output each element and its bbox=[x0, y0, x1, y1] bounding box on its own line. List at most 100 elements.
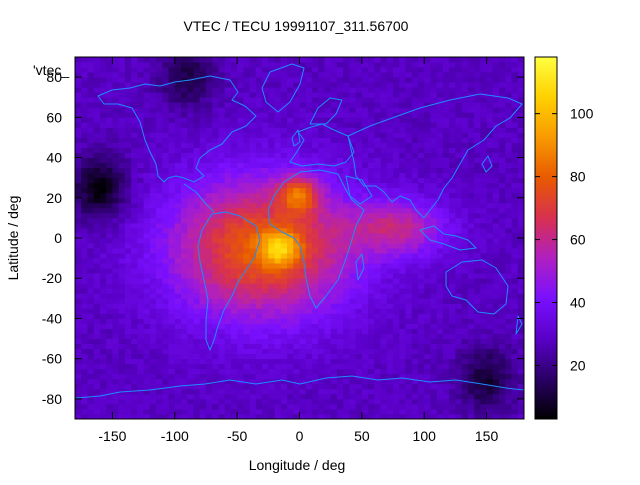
heatmap-cell bbox=[424, 62, 431, 67]
heatmap-cell bbox=[487, 253, 494, 258]
heatmap-cell bbox=[312, 158, 319, 163]
heatmap-cell bbox=[100, 62, 107, 67]
heatmap-cell bbox=[137, 394, 144, 399]
heatmap-cell bbox=[106, 379, 113, 384]
heatmap-cell bbox=[430, 117, 437, 122]
heatmap-cell bbox=[462, 268, 469, 273]
heatmap-cell bbox=[324, 72, 331, 77]
heatmap-cell bbox=[381, 62, 388, 67]
heatmap-cell bbox=[480, 369, 487, 374]
heatmap-cell bbox=[212, 107, 219, 112]
heatmap-cell bbox=[455, 303, 462, 308]
heatmap-cell bbox=[493, 399, 500, 404]
heatmap-cell bbox=[75, 163, 82, 168]
heatmap-cell bbox=[256, 72, 263, 77]
heatmap-cell bbox=[237, 303, 244, 308]
heatmap-cell bbox=[131, 77, 138, 82]
heatmap-cell bbox=[312, 228, 319, 233]
heatmap-cell bbox=[200, 248, 207, 253]
heatmap-cell bbox=[300, 158, 307, 163]
heatmap-cell bbox=[462, 404, 469, 409]
heatmap-cell bbox=[218, 409, 225, 414]
heatmap-cell bbox=[331, 248, 338, 253]
heatmap-cell bbox=[287, 183, 294, 188]
heatmap-cell bbox=[150, 379, 157, 384]
heatmap-cell bbox=[312, 339, 319, 344]
heatmap-cell bbox=[262, 364, 269, 369]
heatmap-cell bbox=[137, 374, 144, 379]
heatmap-cell bbox=[306, 173, 313, 178]
heatmap-cell bbox=[455, 364, 462, 369]
heatmap-cell bbox=[443, 117, 450, 122]
heatmap-cell bbox=[119, 323, 126, 328]
heatmap-cell bbox=[343, 107, 350, 112]
heatmap-cell bbox=[430, 127, 437, 132]
heatmap-cell bbox=[462, 409, 469, 414]
heatmap-cell bbox=[449, 273, 456, 278]
heatmap-cell bbox=[162, 67, 169, 72]
heatmap-cell bbox=[480, 409, 487, 414]
heatmap-cell bbox=[112, 253, 119, 258]
heatmap-cell bbox=[293, 218, 300, 223]
heatmap-cell bbox=[393, 389, 400, 394]
heatmap-cell bbox=[87, 107, 94, 112]
heatmap-cell bbox=[331, 293, 338, 298]
heatmap-cell bbox=[250, 344, 257, 349]
heatmap-cell bbox=[218, 112, 225, 117]
heatmap-cell bbox=[505, 364, 512, 369]
heatmap-cell bbox=[399, 369, 406, 374]
heatmap-cell bbox=[318, 82, 325, 87]
heatmap-cell bbox=[187, 112, 194, 117]
heatmap-cell bbox=[324, 102, 331, 107]
heatmap-cell bbox=[144, 102, 151, 107]
heatmap-cell bbox=[437, 132, 444, 137]
heatmap-cell bbox=[106, 153, 113, 158]
heatmap-cell bbox=[368, 384, 375, 389]
heatmap-cell bbox=[424, 243, 431, 248]
heatmap-cell bbox=[106, 263, 113, 268]
heatmap-cell bbox=[137, 213, 144, 218]
heatmap-cell bbox=[424, 298, 431, 303]
heatmap-cell bbox=[275, 389, 282, 394]
heatmap-cell bbox=[387, 364, 394, 369]
heatmap-cell bbox=[312, 344, 319, 349]
heatmap-cell bbox=[337, 203, 344, 208]
heatmap-cell bbox=[281, 158, 288, 163]
heatmap-cell bbox=[193, 293, 200, 298]
heatmap-cell bbox=[87, 233, 94, 238]
heatmap-cell bbox=[193, 303, 200, 308]
heatmap-cell bbox=[125, 253, 132, 258]
heatmap-cell bbox=[449, 283, 456, 288]
heatmap-cell bbox=[349, 329, 356, 334]
heatmap-cell bbox=[455, 404, 462, 409]
heatmap-cell bbox=[480, 218, 487, 223]
heatmap-cell bbox=[430, 77, 437, 82]
heatmap-cell bbox=[437, 153, 444, 158]
heatmap-cell bbox=[406, 268, 413, 273]
heatmap-cell bbox=[468, 183, 475, 188]
heatmap-cell bbox=[418, 359, 425, 364]
heatmap-cell bbox=[243, 248, 250, 253]
heatmap-cell bbox=[331, 253, 338, 258]
heatmap-cell bbox=[418, 303, 425, 308]
heatmap-cell bbox=[462, 303, 469, 308]
heatmap-cell bbox=[430, 404, 437, 409]
heatmap-cell bbox=[156, 142, 163, 147]
heatmap-cell bbox=[412, 213, 419, 218]
heatmap-cell bbox=[462, 323, 469, 328]
heatmap-cell bbox=[106, 283, 113, 288]
heatmap-cell bbox=[474, 107, 481, 112]
heatmap-cell bbox=[480, 238, 487, 243]
heatmap-cell bbox=[462, 67, 469, 72]
heatmap-cell bbox=[443, 107, 450, 112]
heatmap-cell bbox=[499, 359, 506, 364]
heatmap-cell bbox=[474, 87, 481, 92]
heatmap-cell bbox=[318, 389, 325, 394]
heatmap-cell bbox=[318, 404, 325, 409]
heatmap-cell bbox=[131, 188, 138, 193]
heatmap-cell bbox=[125, 374, 132, 379]
heatmap-cell bbox=[187, 344, 194, 349]
heatmap-cell bbox=[468, 72, 475, 77]
heatmap-cell bbox=[424, 158, 431, 163]
heatmap-cell bbox=[137, 203, 144, 208]
